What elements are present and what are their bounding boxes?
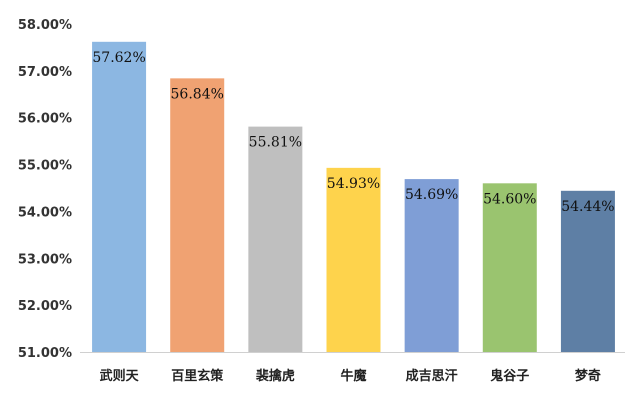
bar	[482, 183, 537, 352]
data-label: 56.84%	[171, 86, 224, 102]
bar	[248, 126, 303, 352]
y-tick-label: 55.00%	[18, 159, 72, 174]
x-tick-label: 裴擒虎	[255, 368, 295, 384]
bar	[326, 167, 381, 352]
bar	[404, 179, 459, 352]
bars	[92, 41, 615, 353]
y-tick-label: 51.00%	[18, 346, 72, 361]
y-tick-label: 58.00%	[18, 18, 72, 33]
data-label: 57.62%	[92, 50, 145, 66]
data-label: 54.44%	[561, 199, 614, 215]
category-labels: 武则天 百里玄策 裴擒虎 牛魔 成吉思汗 鬼谷子 梦奇	[100, 368, 601, 384]
x-tick-label: 百里玄策	[171, 368, 224, 384]
y-tick-label: 53.00%	[18, 252, 72, 267]
y-axis-ticks: 51.00% 52.00% 53.00% 54.00% 55.00% 56.00% 57.0…	[18, 18, 72, 361]
bar	[560, 190, 615, 352]
y-tick-label: 52.00%	[18, 299, 72, 314]
data-label: 54.93%	[327, 176, 380, 192]
data-labels: 57.62% 56.84% 55.81% 54.93% 54.69% 54.60% 54.4…	[92, 50, 614, 215]
data-label: 55.81%	[249, 135, 302, 151]
x-tick-label: 梦奇	[575, 368, 601, 384]
bar	[170, 78, 225, 353]
x-tick-label: 武则天	[100, 368, 140, 384]
y-tick-label: 57.00%	[18, 65, 72, 80]
bar	[92, 41, 147, 352]
y-tick-label: 56.00%	[18, 112, 72, 127]
y-tick-label: 54.00%	[18, 205, 72, 220]
x-tick-label: 鬼谷子	[490, 368, 529, 384]
data-label: 54.69%	[405, 187, 458, 203]
data-label: 54.60%	[483, 191, 536, 207]
x-tick-label: 成吉思汗	[406, 368, 458, 384]
x-tick-label: 牛魔	[340, 368, 366, 384]
